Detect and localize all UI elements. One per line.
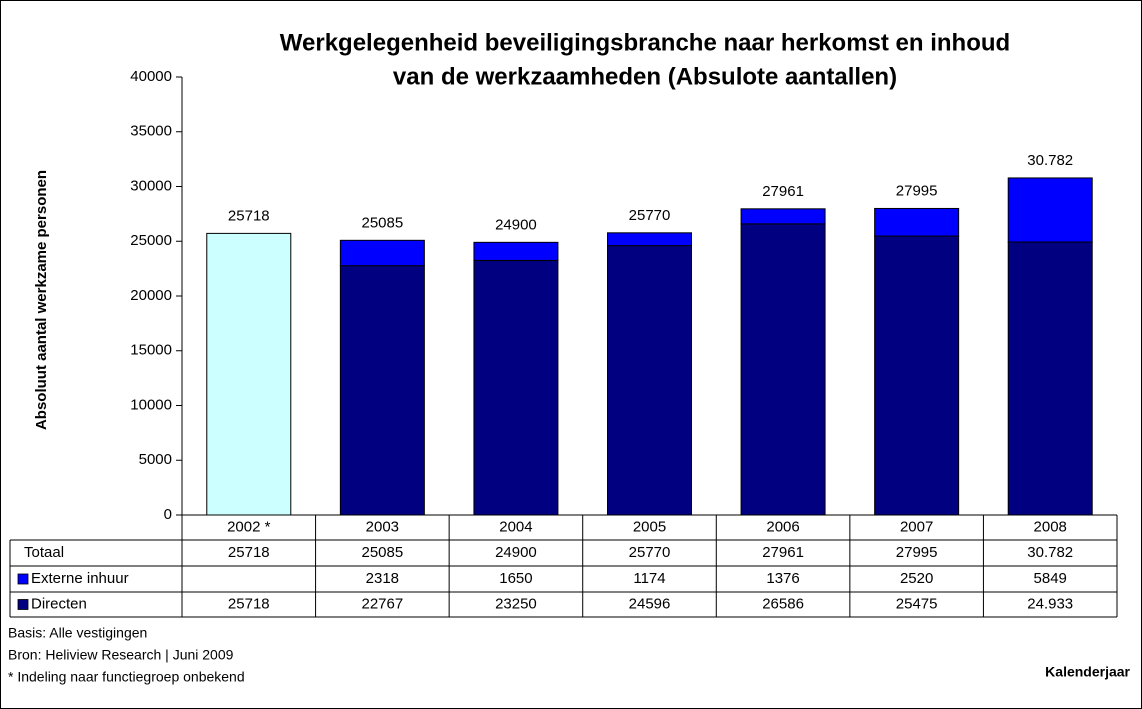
row-label: Totaal	[24, 544, 64, 561]
bar-segment	[339, 265, 425, 516]
bar-segment	[607, 232, 692, 247]
data-label: 25085	[361, 214, 403, 231]
y-tick-label: 15000	[130, 342, 172, 359]
chart-title: van de werkzaamheden (Absulote aantallen…	[393, 63, 897, 90]
data-label: 25770	[629, 207, 671, 224]
y-axis-label: Absoluut aantal werkzame personen	[33, 170, 50, 430]
table-cell: 22767	[361, 595, 403, 612]
data-label: 27995	[896, 182, 938, 199]
data-label: 27961	[762, 183, 804, 200]
note: Basis: Alle vestigingen	[8, 625, 147, 641]
table-cell: 1376	[766, 570, 799, 587]
bar-segment	[874, 207, 960, 237]
x-tick-label: 2007	[900, 518, 933, 535]
x-axis-label: Kalenderjaar	[1045, 664, 1130, 680]
table-cell: 24596	[629, 595, 671, 612]
bar-segment	[740, 223, 826, 516]
note: * Indeling naar functiegroep onbekend	[8, 669, 245, 685]
legend-swatch	[17, 573, 29, 585]
y-tick-label: 5000	[139, 451, 172, 468]
data-label: 30.782	[1027, 152, 1073, 169]
chart-title: Werkgelegenheid beveiligingsbranche naar…	[280, 29, 1010, 56]
y-tick-label: 25000	[130, 232, 172, 249]
table-cell: 25718	[228, 544, 270, 561]
y-tick-label: 0	[164, 506, 172, 523]
x-tick-label: 2003	[366, 518, 399, 535]
y-tick-label: 40000	[130, 68, 172, 85]
y-tick-label: 35000	[130, 123, 172, 140]
data-label: 24900	[495, 216, 537, 233]
bar-segment	[1007, 241, 1093, 516]
y-tick-label: 30000	[130, 177, 172, 194]
table-cell: 23250	[495, 595, 537, 612]
table-cell: 26586	[762, 595, 804, 612]
x-tick-label: 2008	[1034, 518, 1067, 535]
bar-segment	[473, 259, 559, 516]
y-tick-label: 20000	[130, 287, 172, 304]
table-cell: 1650	[499, 570, 532, 587]
bar-segment	[339, 239, 425, 267]
x-tick-label: 2004	[499, 518, 532, 535]
table-cell: 24900	[495, 544, 537, 561]
x-tick-label: 2006	[766, 518, 799, 535]
bar-segment	[473, 241, 559, 261]
legend-swatch	[17, 599, 29, 610]
table-cell: 25085	[361, 544, 403, 561]
note: Bron: Heliview Research | Juni 2009	[8, 647, 234, 663]
table-cell: 30.782	[1027, 544, 1073, 561]
table-cell: 2520	[900, 570, 933, 587]
table-cell: 27995	[896, 544, 938, 561]
table-cell: 5849	[1034, 570, 1067, 587]
y-tick-label: 10000	[130, 396, 172, 413]
bar-segment	[740, 208, 826, 225]
legend-label: Externe inhuur	[31, 570, 129, 587]
x-tick-label: 2005	[633, 518, 666, 535]
table-cell: 25770	[629, 544, 671, 561]
bar-segment	[874, 235, 960, 516]
table-cell: 24.933	[1027, 595, 1073, 612]
bar-segment	[607, 245, 692, 516]
table-cell: 2318	[366, 570, 399, 587]
table-cell: 25718	[228, 595, 270, 612]
table-cell: 25475	[896, 595, 938, 612]
table-cell: 1174	[633, 570, 665, 587]
data-label: 25718	[228, 207, 270, 224]
bar-segment	[206, 232, 292, 516]
x-tick-label: 2002 *	[227, 518, 271, 535]
table-cell: 27961	[762, 544, 804, 561]
legend-label: Directen	[31, 595, 87, 612]
bar-segment	[1007, 177, 1093, 243]
